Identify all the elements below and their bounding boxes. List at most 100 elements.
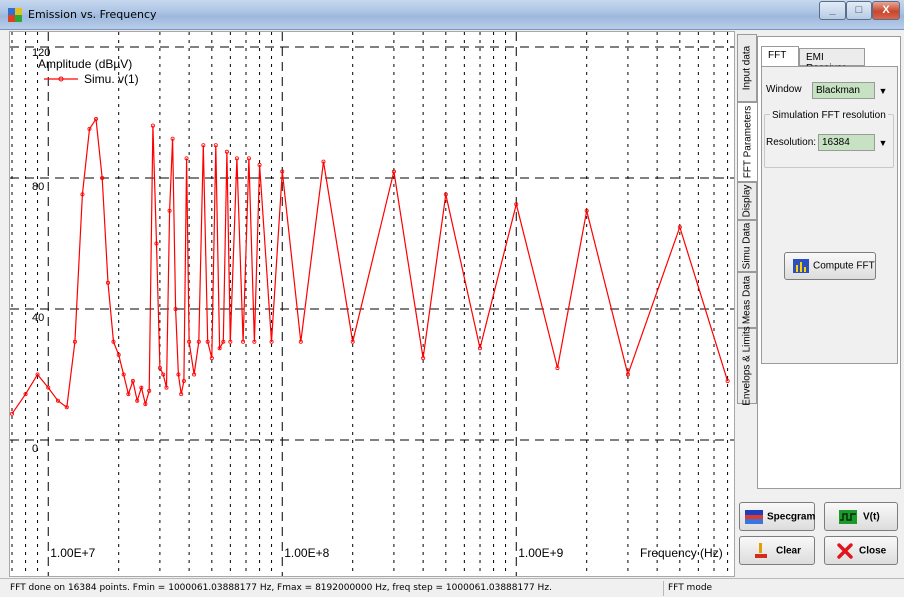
compute-fft-label: Compute FFT [813,260,875,272]
data-point [87,126,92,131]
data-point [246,156,251,161]
side-tab-fft-parameters[interactable]: FFT Parameters [737,102,757,182]
data-point [584,208,589,213]
x-tick-label: 1.00E+8 [284,546,329,560]
y-tick-label: 40 [32,312,44,324]
side-tab-label: Input data [741,45,753,91]
data-point [201,143,206,148]
data-point [421,356,426,361]
y-tick-label: 0 [32,443,38,455]
data-point [170,136,175,141]
status-mode: FFT mode [668,583,713,593]
data-point [555,365,560,370]
window-label: Window [766,84,802,95]
data-point [100,175,105,180]
data-point [121,372,126,377]
clear-button[interactable]: Clear [739,536,815,565]
data-point [257,162,262,167]
data-point [23,392,28,397]
data-point [167,208,172,213]
minimize-button[interactable]: _ [819,1,846,20]
data-point [147,388,152,393]
specgram-button[interactable]: Specgram [739,502,815,531]
data-point [130,379,135,384]
data-point [514,202,519,207]
vt-button[interactable]: V(t) [824,502,898,531]
series-line-simu-v1 [11,117,729,415]
resolution-select[interactable]: 16384 ▼ [818,134,887,151]
side-tab-strip: Input data FFT Parameters Display Simu Data… [737,34,757,406]
data-point [187,339,192,344]
data-point [241,339,246,344]
data-point [150,123,155,128]
side-tab-simu-data[interactable]: Simu Data [737,220,757,272]
window-close-button[interactable]: X [872,1,900,20]
data-point [161,372,166,377]
side-tab-label: Simu Data [741,222,753,270]
data-point [217,346,222,351]
tab-fft[interactable]: FFT [761,46,799,66]
group-title: Simulation FFT resolution [770,110,888,121]
data-point [221,339,226,344]
side-tab-meas-data[interactable]: Meas Data [737,272,757,328]
data-point [350,339,355,344]
data-point [252,339,257,344]
title-bar: Emission vs. Frequency _ □ X [0,0,904,30]
data-point [209,356,214,361]
chevron-down-icon[interactable]: ▼ [878,138,888,148]
eraser-icon [755,542,767,558]
y-axis-label: Amplitude (dBµV) [38,57,132,71]
data-point [64,405,69,410]
data-point [46,385,51,390]
data-point [196,339,201,344]
data-point [280,169,285,174]
data-point [154,241,159,246]
resolution-label: Resolution: [766,137,817,148]
data-point [176,372,181,377]
data-point [179,392,184,397]
side-tab-envelops-limits[interactable]: Envelops & Limits [737,326,757,406]
side-tab-display[interactable]: Display [737,182,757,220]
clear-label: Clear [776,545,802,556]
side-tab-label: Display [741,184,753,218]
data-point [298,339,303,344]
data-point [173,306,178,311]
maximize-button[interactable]: □ [846,1,872,20]
data-point [135,398,140,403]
data-point [184,156,189,161]
spectrogram-icon [745,509,763,524]
data-point [126,392,131,397]
resolution-select-value: 16384 [822,137,850,148]
data-point [234,156,239,161]
tab-emi-receiver[interactable]: EMI Receiver [799,48,865,74]
side-tab-label: Meas Data [741,275,753,325]
window-select[interactable]: Blackman ▼ [812,82,887,99]
side-tab-input-data[interactable]: Input data [737,34,757,102]
data-point [269,339,274,344]
status-message: FFT done on 16384 points. Fmin = 1000061… [10,583,552,593]
status-separator [663,581,664,596]
data-point [321,159,326,164]
close-icon [837,542,853,559]
legend-marker [58,76,64,82]
side-tab-label: FFT Parameters [742,105,753,179]
chevron-down-icon[interactable]: ▼ [878,86,888,96]
emission-plot[interactable]: 0 40 80 120 1.00E+7 1.00E+8 1.00E+9 Amplitude (… [9,31,735,577]
close-label: Close [859,545,887,556]
x-axis-label: Frequency (Hz) [640,546,723,560]
data-point [143,401,148,406]
data-point [72,339,77,344]
compute-fft-button[interactable]: Compute FFT [784,252,876,280]
data-point [139,385,144,390]
data-point [478,346,483,351]
data-point [111,339,116,344]
vt-label: V(t) [863,511,880,522]
data-point [391,169,396,174]
window-title: Emission vs. Frequency [28,8,157,21]
data-point [55,398,60,403]
x-tick-label: 1.00E+7 [50,546,95,560]
close-button[interactable]: Close [824,536,898,565]
data-point [224,149,229,154]
app-icon [8,8,22,22]
data-point [80,192,85,197]
